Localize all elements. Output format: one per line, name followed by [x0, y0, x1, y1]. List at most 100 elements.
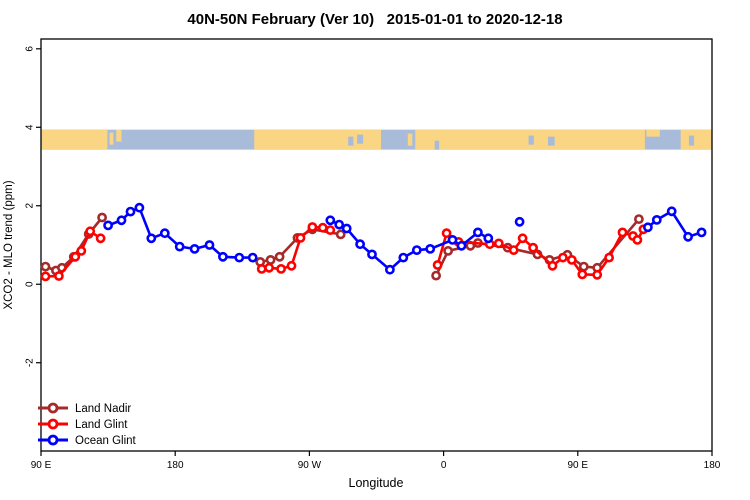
- data-point-land-glint: [70, 251, 81, 262]
- data-point-ocean-glint: [103, 220, 113, 231]
- data-point-ocean-glint: [159, 228, 170, 239]
- y-tick-label: 2: [25, 203, 36, 209]
- data-point-land-nadir: [40, 261, 51, 272]
- x-axis-label: Longitude: [349, 476, 404, 490]
- x-tick-label: 90 E: [568, 460, 589, 471]
- data-point-ocean-glint: [325, 215, 336, 226]
- map-band-island: [646, 129, 660, 137]
- data-point-land-nadir: [634, 214, 644, 224]
- data-point-land-glint: [604, 252, 614, 263]
- data-point-land-glint: [95, 233, 106, 244]
- data-point-land-glint: [40, 271, 51, 282]
- data-point-ocean-glint: [189, 243, 200, 254]
- data-point-land-glint: [256, 263, 267, 274]
- map-band-island: [109, 132, 114, 145]
- data-point-land-glint: [264, 262, 274, 273]
- data-point-ocean-glint: [217, 251, 228, 262]
- data-point-land-glint: [493, 238, 504, 249]
- x-tick-label: 180: [167, 460, 184, 471]
- y-tick-label: -2: [25, 358, 36, 367]
- data-point-ocean-glint: [643, 222, 653, 233]
- series-line-land-nadir: [45, 216, 104, 272]
- data-point-ocean-glint: [456, 240, 467, 251]
- data-point-land-glint: [54, 271, 64, 281]
- x-tick-label: 180: [704, 460, 721, 471]
- data-point-ocean-glint: [651, 214, 662, 225]
- data-point-land-glint: [276, 263, 286, 274]
- map-band-water: [357, 134, 364, 144]
- data-point-land-glint: [592, 269, 603, 280]
- data-point-land-glint: [441, 228, 452, 239]
- data-point-ocean-glint: [425, 243, 436, 254]
- data-point-land-glint: [528, 242, 538, 253]
- data-point-ocean-glint: [696, 227, 707, 238]
- y-tick-label: 6: [25, 46, 36, 52]
- data-point-ocean-glint: [116, 215, 127, 226]
- data-point-land-glint: [508, 245, 519, 255]
- data-point-land-glint: [632, 234, 643, 245]
- y-tick-label: 0: [25, 281, 36, 287]
- data-point-land-glint: [325, 225, 336, 235]
- data-point-land-glint: [432, 260, 443, 270]
- data-point-land-glint: [317, 222, 328, 233]
- data-point-land-glint: [566, 254, 577, 265]
- legend-marker: [47, 418, 59, 430]
- map-band-island: [407, 133, 413, 146]
- map-band-land: [41, 129, 108, 150]
- legend-label: Land Glint: [75, 419, 128, 431]
- data-point-ocean-glint: [334, 219, 345, 230]
- map-band-water: [547, 136, 555, 146]
- data-point-ocean-glint: [134, 202, 145, 213]
- data-point-ocean-glint: [384, 264, 395, 275]
- data-point-land-nadir: [97, 212, 107, 223]
- data-point-ocean-glint: [355, 239, 365, 250]
- data-point-land-glint: [307, 222, 318, 232]
- x-tick-label: 0: [441, 460, 447, 471]
- data-point-ocean-glint: [683, 231, 693, 242]
- data-point-ocean-glint: [146, 233, 157, 244]
- chart-title: 40N-50N February (Ver 10) 2015-01-01 to …: [187, 11, 563, 28]
- data-point-ocean-glint: [367, 249, 377, 260]
- data-point-land-nadir: [431, 270, 441, 281]
- data-point-land-glint: [558, 252, 568, 263]
- data-point-ocean-glint: [398, 252, 409, 263]
- data-point-land-glint: [617, 227, 628, 238]
- data-point-ocean-glint: [204, 240, 215, 250]
- legend-marker: [47, 402, 59, 414]
- data-point-ocean-glint: [411, 245, 422, 255]
- map-band-land: [680, 129, 712, 150]
- data-point-ocean-glint: [174, 241, 185, 252]
- data-point-ocean-glint: [247, 252, 258, 263]
- y-tick-label: 4: [25, 124, 36, 130]
- legend-marker: [47, 434, 59, 446]
- plot-box: [40, 38, 713, 452]
- data-point-ocean-glint: [447, 234, 458, 245]
- data-point-land-nadir: [274, 251, 285, 262]
- data-point-land-nadir: [578, 261, 589, 272]
- map-band-water: [434, 140, 440, 150]
- data-point-ocean-glint: [472, 227, 483, 238]
- y-axis-label: XCO2 - MLO trend (ppm): [3, 180, 15, 309]
- data-point-land-glint: [577, 269, 588, 280]
- data-point-ocean-glint: [514, 216, 525, 227]
- data-point-land-glint: [76, 245, 87, 256]
- data-point-land-nadir: [265, 254, 276, 265]
- data-point-land-glint: [547, 260, 558, 271]
- data-point-land-glint: [517, 233, 528, 244]
- map-band-water: [348, 136, 354, 146]
- data-point-ocean-glint: [483, 233, 494, 244]
- data-point-ocean-glint: [666, 206, 677, 217]
- data-point-ocean-glint: [341, 223, 352, 234]
- data-point-land-nadir: [443, 245, 453, 256]
- map-band-island: [116, 129, 122, 142]
- data-point-land-glint: [295, 232, 306, 243]
- data-point-land-glint: [286, 260, 297, 271]
- x-tick-label: 90 W: [298, 460, 322, 471]
- data-point-ocean-glint: [125, 206, 136, 217]
- map-band-water: [688, 135, 695, 146]
- legend-label: Ocean Glint: [75, 435, 137, 447]
- x-tick-label: 90 E: [31, 460, 52, 471]
- data-point-ocean-glint: [234, 252, 245, 263]
